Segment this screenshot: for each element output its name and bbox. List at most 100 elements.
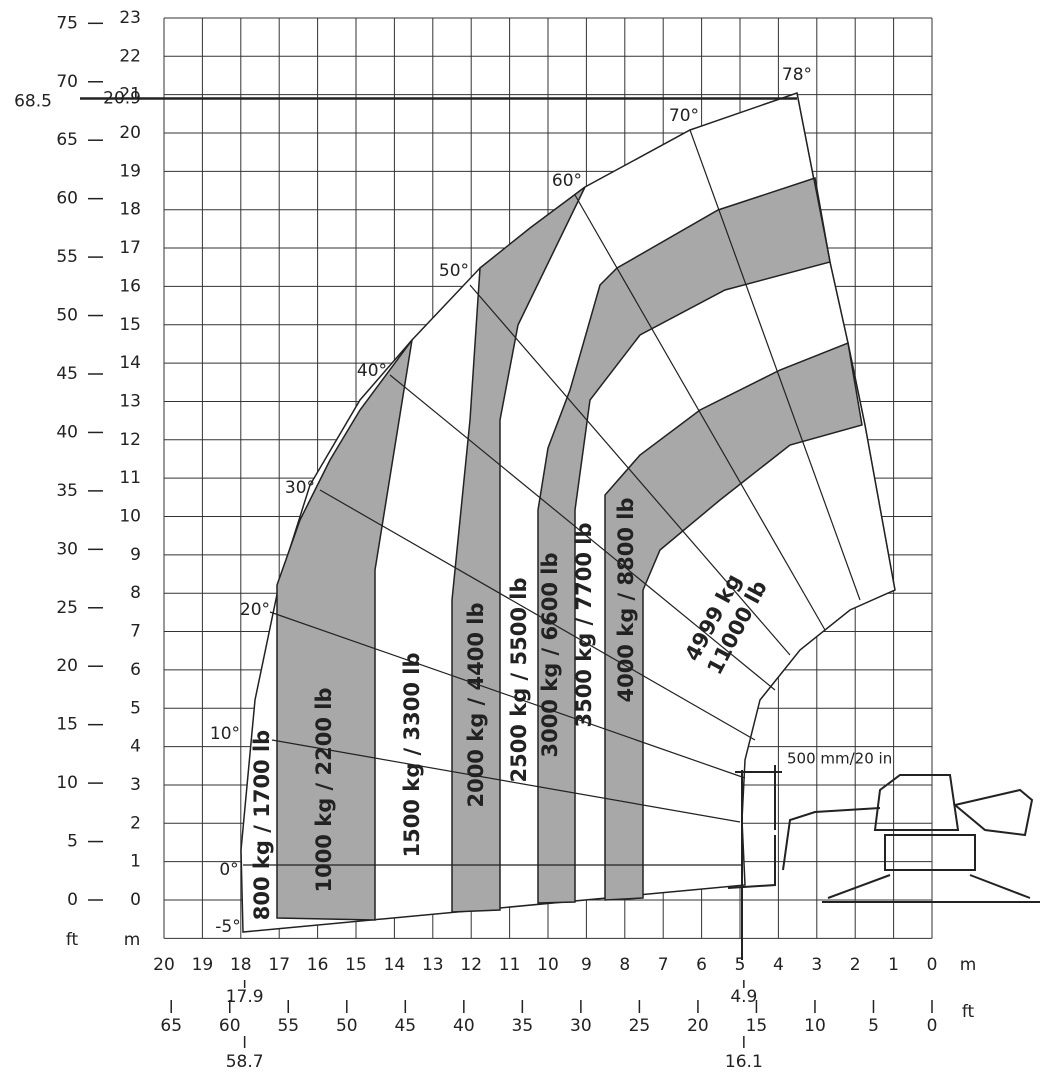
ft-tick-label: 15 bbox=[746, 1016, 768, 1036]
gray-zone bbox=[537, 177, 831, 904]
ft-tick-label: 60 bbox=[56, 189, 78, 209]
zone-label: 1000 kg / 2200 lb bbox=[312, 687, 336, 892]
y-tick-label: 4 bbox=[130, 737, 141, 757]
y-tick-label: 2 bbox=[130, 813, 141, 833]
unit-label: m bbox=[124, 930, 141, 950]
angle-label: 78° bbox=[782, 65, 812, 85]
max-height-ft: 68.5 bbox=[14, 91, 52, 111]
y-tick-label: 17 bbox=[119, 238, 141, 258]
x-tick-label: 20 bbox=[153, 955, 175, 975]
y-tick-label: 14 bbox=[119, 353, 141, 373]
ft-tick-label: 40 bbox=[56, 422, 78, 442]
angle-label: 10° bbox=[210, 724, 240, 744]
zone-label: 2500 kg / 5500 lb bbox=[507, 577, 531, 782]
y-tick-label: 18 bbox=[119, 200, 141, 220]
x-tick-label: 18 bbox=[230, 955, 252, 975]
unit-label: ft bbox=[66, 930, 79, 950]
reach-ft: 16.1 bbox=[725, 1052, 763, 1072]
ft-tick-label: 30 bbox=[56, 539, 78, 559]
y-tick-label: 12 bbox=[119, 430, 141, 450]
ft-tick-label: 65 bbox=[160, 1016, 182, 1036]
ft-tick-label: 30 bbox=[570, 1016, 592, 1036]
x-tick-label: 7 bbox=[658, 955, 669, 975]
ft-tick-label: 35 bbox=[512, 1016, 534, 1036]
y-tick-label: 9 bbox=[130, 545, 141, 565]
ft-tick-label: 45 bbox=[56, 364, 78, 384]
zone-label: 4000 kg / 8800 lb bbox=[614, 497, 638, 702]
x-tick-label: 9 bbox=[581, 955, 592, 975]
x-tick-label: 3 bbox=[811, 955, 822, 975]
max-height-m: 20.9 bbox=[103, 88, 141, 108]
ft-tick-label: 50 bbox=[56, 306, 78, 326]
y-tick-label: 6 bbox=[130, 660, 141, 680]
y-tick-label: 13 bbox=[119, 391, 141, 411]
y-tick-label: 0 bbox=[130, 890, 141, 910]
ft-tick-label: 40 bbox=[453, 1016, 475, 1036]
x-tick-label: 11 bbox=[499, 955, 521, 975]
ft-tick-label: 25 bbox=[56, 598, 78, 618]
ft-tick-label: 0 bbox=[67, 890, 78, 910]
x-tick-label: 16 bbox=[307, 955, 329, 975]
y-tick-label: 11 bbox=[119, 468, 141, 488]
reach-m: 4.9 bbox=[730, 987, 757, 1007]
y-tick-label: 23 bbox=[119, 8, 141, 28]
x-tick-label: 14 bbox=[384, 955, 406, 975]
y-tick-label: 7 bbox=[130, 622, 141, 642]
ft-tick-label: 50 bbox=[336, 1016, 358, 1036]
labels: 0123456789101112131415161718192021222320… bbox=[14, 8, 976, 1072]
ft-tick-label: 20 bbox=[687, 1016, 709, 1036]
unit-label: ft bbox=[962, 1002, 975, 1022]
y-tick-label: 3 bbox=[130, 775, 141, 795]
ft-tick-label: 25 bbox=[629, 1016, 651, 1036]
zone-label: 3500 kg / 7700 lb bbox=[572, 522, 596, 727]
gray-zone bbox=[604, 341, 863, 901]
angle-label: 20° bbox=[240, 600, 270, 620]
y-tick-label: 5 bbox=[130, 698, 141, 718]
ft-tick-label: 75 bbox=[56, 13, 78, 33]
clearance-label: 500 mm/20 in bbox=[787, 750, 892, 768]
x-tick-label: 17 bbox=[268, 955, 290, 975]
unit-label: m bbox=[960, 955, 977, 975]
x-tick-label: 15 bbox=[345, 955, 367, 975]
envelope bbox=[240, 92, 896, 933]
y-tick-label: 10 bbox=[119, 507, 141, 527]
ft-tick-label: 60 bbox=[219, 1016, 241, 1036]
ft-tick-label: 20 bbox=[56, 656, 78, 676]
gray-zone bbox=[276, 339, 413, 921]
y-tick-label: 16 bbox=[119, 276, 141, 296]
x-tick-label: 12 bbox=[460, 955, 482, 975]
x-tick-label: 4 bbox=[773, 955, 784, 975]
ft-tick-label: 10 bbox=[56, 773, 78, 793]
ft-tick-label: 55 bbox=[277, 1016, 299, 1036]
y-tick-label: 8 bbox=[130, 583, 141, 603]
angle-label: 40° bbox=[357, 361, 387, 381]
ft-tick-label: 35 bbox=[56, 481, 78, 501]
ft-tick-label: 45 bbox=[394, 1016, 416, 1036]
ft-tick-label: 0 bbox=[927, 1016, 938, 1036]
zone-label: 2000 kg / 4400 lb bbox=[464, 602, 488, 807]
ft-tick-label: 65 bbox=[56, 130, 78, 150]
x-tick-label: 10 bbox=[537, 955, 559, 975]
angle-label: -5° bbox=[215, 917, 240, 937]
y-tick-label: 19 bbox=[119, 161, 141, 181]
x-tick-label: 8 bbox=[619, 955, 630, 975]
gray-zone bbox=[451, 186, 586, 913]
ft-tick-label: 10 bbox=[804, 1016, 826, 1036]
angle-label: 60° bbox=[552, 171, 582, 191]
angle-lines bbox=[243, 92, 896, 866]
ft-tick-label: 5 bbox=[868, 1016, 879, 1036]
x-tick-label: 0 bbox=[927, 955, 938, 975]
zone-label: 800 kg / 1700 lb bbox=[250, 730, 274, 920]
x-tick-label: 19 bbox=[192, 955, 214, 975]
ft-tick-label: 5 bbox=[67, 832, 78, 852]
y-tick-label: 15 bbox=[119, 315, 141, 335]
x-tick-label: 13 bbox=[422, 955, 444, 975]
angle-label: 50° bbox=[439, 261, 469, 281]
y-tick-label: 1 bbox=[130, 852, 141, 872]
reach-ft: 58.7 bbox=[226, 1052, 264, 1072]
zone-label: 1500 kg / 3300 lb bbox=[400, 652, 424, 857]
ft-tick-label: 55 bbox=[56, 247, 78, 267]
ft-tick-label: 70 bbox=[56, 72, 78, 92]
angle-label: 70° bbox=[669, 106, 699, 126]
